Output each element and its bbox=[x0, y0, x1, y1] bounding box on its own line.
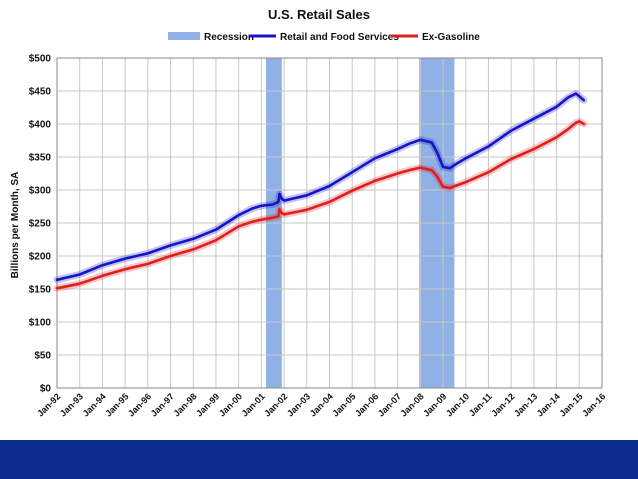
x-tick-label: Jan-99 bbox=[194, 391, 221, 418]
x-tick-label: Jan-97 bbox=[149, 391, 176, 418]
x-tick-label: Jan-14 bbox=[535, 391, 562, 418]
y-tick-label: $400 bbox=[29, 120, 52, 131]
x-tick-label: Jan-04 bbox=[308, 391, 335, 418]
x-tick-label: Jan-10 bbox=[444, 391, 471, 418]
legend: Recession Retail and Food Services Ex-Ga… bbox=[168, 32, 480, 43]
x-tick-label: Jan-01 bbox=[240, 391, 267, 418]
y-tick-label: $450 bbox=[29, 87, 52, 98]
x-tick-label: Jan-94 bbox=[81, 391, 108, 418]
y-tick-label: $100 bbox=[29, 318, 52, 329]
retail-sales-chart: U.S. Retail Sales Recession Retail and F… bbox=[10, 7, 608, 419]
legend-recession-swatch bbox=[168, 32, 200, 40]
plot-border bbox=[56, 57, 603, 389]
x-tick-label: Jan-08 bbox=[399, 391, 426, 418]
y-tick-label: $0 bbox=[40, 384, 52, 395]
y-axis-label: Billions per Month, SA bbox=[10, 172, 21, 279]
legend-exgas-label: Ex-Gasoline bbox=[422, 32, 480, 43]
x-tick-label: Jan-13 bbox=[512, 391, 539, 418]
x-tick-label: Jan-16 bbox=[580, 391, 607, 418]
series-line-retail bbox=[55, 92, 586, 282]
x-tick-label: Jan-12 bbox=[489, 391, 516, 418]
x-tick-label: Jan-07 bbox=[376, 391, 403, 418]
x-tick-label: Jan-98 bbox=[171, 391, 198, 418]
x-tick-label: Jan-11 bbox=[467, 391, 494, 418]
chart-title: U.S. Retail Sales bbox=[268, 7, 370, 22]
x-tick-label: Jan-06 bbox=[353, 391, 380, 418]
series-line-ex-gasoline bbox=[55, 120, 586, 290]
plot-area: $0 $50 $100 $150 $200 $250 $300 $350 $400 $450 $50… bbox=[29, 54, 608, 419]
x-tick-label: Jan-03 bbox=[285, 391, 312, 418]
x-tick-label: Jan-05 bbox=[330, 391, 357, 418]
x-tick-label: Jan-15 bbox=[557, 391, 584, 418]
y-tick-label: $200 bbox=[29, 252, 52, 263]
y-tick-label: $250 bbox=[29, 219, 52, 230]
x-tick-label: Jan-09 bbox=[421, 391, 448, 418]
x-tick-label: Jan-02 bbox=[262, 391, 289, 418]
x-tick-label: Jan-96 bbox=[126, 391, 153, 418]
x-tick-label: Jan-93 bbox=[58, 391, 85, 418]
legend-retail-label: Retail and Food Services bbox=[280, 32, 399, 43]
x-tick-label: Jan-92 bbox=[35, 391, 62, 418]
footer-bar bbox=[0, 440, 638, 479]
y-tick-label: $350 bbox=[29, 153, 52, 164]
x-tick-label: Jan-00 bbox=[217, 391, 244, 418]
y-tick-label: $300 bbox=[29, 186, 52, 197]
y-tick-label: $150 bbox=[29, 285, 52, 296]
y-tick-label: $50 bbox=[34, 351, 51, 362]
x-tick-label: Jan-95 bbox=[103, 391, 130, 418]
y-tick-label: $500 bbox=[29, 54, 52, 65]
legend-recession-label: Recession bbox=[204, 32, 254, 43]
